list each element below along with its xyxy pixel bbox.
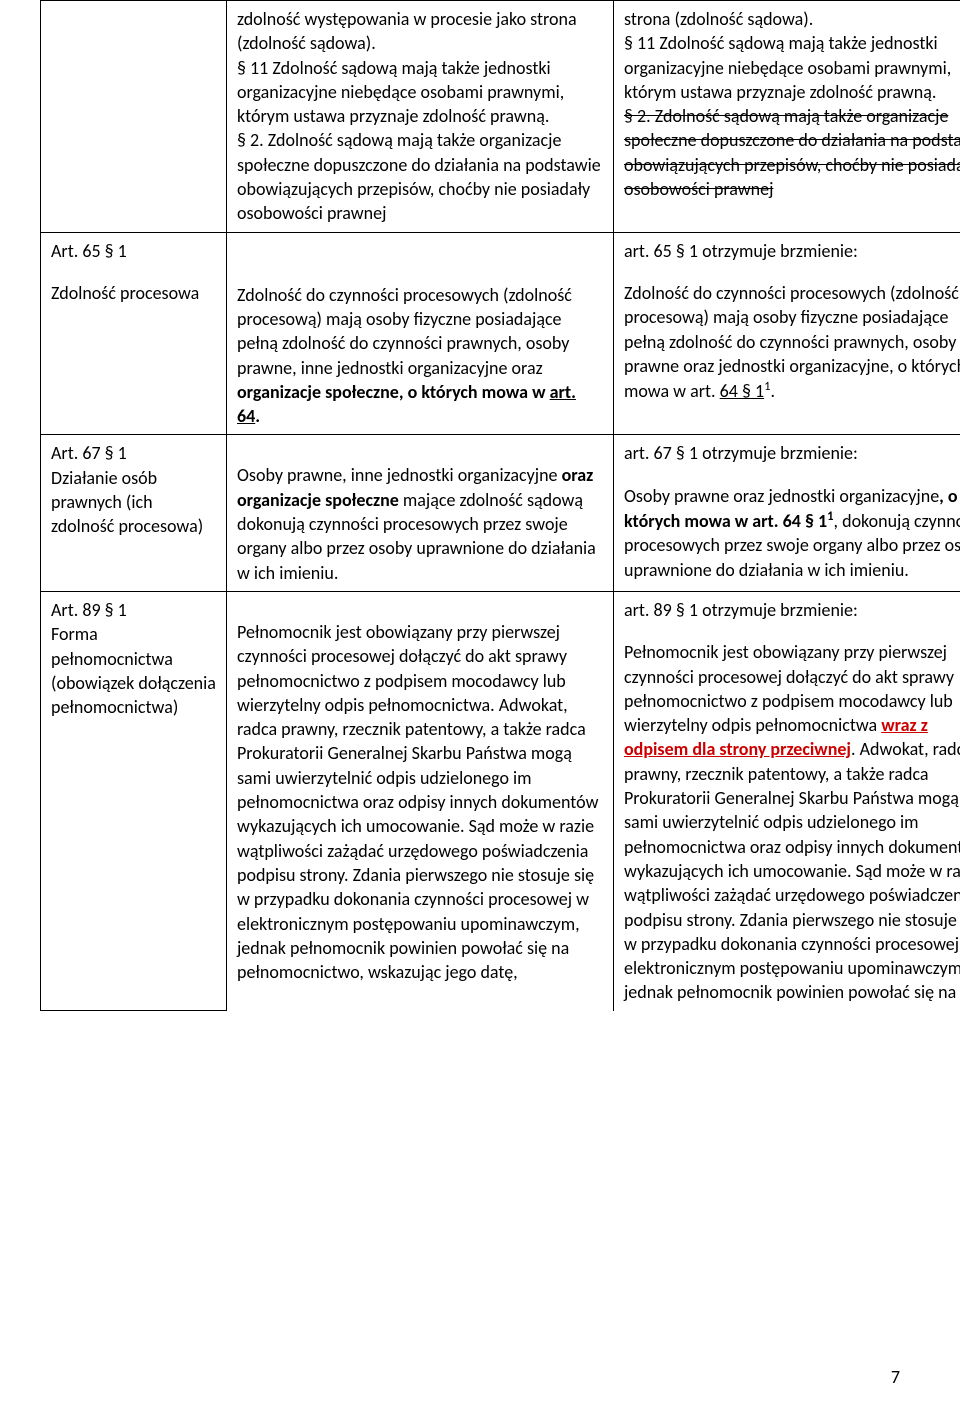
paragraph: Pełnomocnik jest obowiązany przy pierwsz… xyxy=(237,621,598,983)
article-subtitle: Działanie osób prawnych (ich zdolność pr… xyxy=(51,466,216,539)
cell-label xyxy=(41,1,227,233)
article-subtitle: Zdolność procesowa xyxy=(51,281,216,305)
cell-amended: art. 65 § 1 otrzymuje brzmienie: Zdolnoś… xyxy=(614,232,960,435)
paragraph: . Adwokat, radca prawny, rzecznik patent… xyxy=(624,738,960,1003)
heading: art. 65 § 1 otrzymuje brzmienie: xyxy=(624,239,960,263)
comparison-table: zdolność występowania w procesie jako st… xyxy=(40,0,960,1011)
table-row: zdolność występowania w procesie jako st… xyxy=(41,1,960,233)
struck-paragraph: § 2. Zdolność sądową mają także organiza… xyxy=(624,105,960,200)
heading: art. 89 § 1 otrzymuje brzmienie: xyxy=(624,598,960,622)
cell-amended: art. 67 § 1 otrzymuje brzmienie: Osoby p… xyxy=(614,435,960,591)
paragraph: Zdolność do czynności procesowych (zdoln… xyxy=(624,282,960,402)
cell-label: Art. 65 § 1 Zdolność procesowa xyxy=(41,232,227,435)
cell-amended: art. 89 § 1 otrzymuje brzmienie: Pełnomo… xyxy=(614,591,960,1010)
paragraph: Zdolność do czynności procesowych (zdoln… xyxy=(237,284,572,379)
paragraph: strona (zdolność sądowa). xyxy=(624,8,813,30)
cell-original: Pełnomocnik jest obowiązany przy pierwsz… xyxy=(227,591,614,1010)
paragraph: Osoby prawne, inne jednostki organizacyj… xyxy=(237,464,562,486)
table-row: Art. 89 § 1 Forma pełnomocnictwa (obowią… xyxy=(41,591,960,1010)
cell-original: Zdolność do czynności procesowych (zdoln… xyxy=(227,232,614,435)
underline-text: 64 § 1 xyxy=(720,380,764,402)
table-row: Art. 65 § 1 Zdolność procesowa Zdolność … xyxy=(41,232,960,435)
heading: art. 67 § 1 otrzymuje brzmienie: xyxy=(624,441,960,465)
page-number: 7 xyxy=(891,1365,900,1389)
cell-label: Art. 67 § 1 Działanie osób prawnych (ich… xyxy=(41,435,227,591)
cell-label: Art. 89 § 1 Forma pełnomocnictwa (obowią… xyxy=(41,591,227,1010)
cell-original: Osoby prawne, inne jednostki organizacyj… xyxy=(227,435,614,591)
bold-text: organizacje społeczne, o których mowa w xyxy=(237,381,550,403)
paragraph: § 11 Zdolność sądową mają także jednostk… xyxy=(237,57,564,128)
paragraph: § 2. Zdolność sądową mają także organiza… xyxy=(237,129,601,224)
article-ref: Art. 65 § 1 xyxy=(51,239,216,263)
paragraph: zdolność występowania w procesie jako st… xyxy=(237,8,577,54)
table-row: Art. 67 § 1 Działanie osób prawnych (ich… xyxy=(41,435,960,591)
cell-amended: strona (zdolność sądowa). § 11 Zdolność … xyxy=(614,1,960,233)
cell-original: zdolność występowania w procesie jako st… xyxy=(227,1,614,233)
article-ref: Art. 89 § 1 xyxy=(51,598,216,622)
paragraph: § 11 Zdolność sądową mają także jednostk… xyxy=(624,32,951,103)
paragraph: Osoby prawne oraz jednostki organizacyjn… xyxy=(624,485,939,507)
text: . xyxy=(771,380,776,402)
bold-text: . xyxy=(255,405,260,427)
article-subtitle: Forma pełnomocnictwa (obowiązek dołączen… xyxy=(51,622,216,719)
article-ref: Art. 67 § 1 xyxy=(51,441,216,465)
